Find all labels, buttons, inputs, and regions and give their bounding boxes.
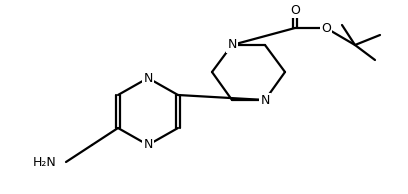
Text: N: N: [227, 38, 237, 51]
Text: N: N: [143, 72, 153, 85]
Text: O: O: [290, 3, 300, 16]
Text: N: N: [260, 94, 270, 107]
Text: O: O: [321, 22, 331, 35]
Text: H₂N: H₂N: [32, 156, 56, 169]
Text: N: N: [143, 139, 153, 152]
